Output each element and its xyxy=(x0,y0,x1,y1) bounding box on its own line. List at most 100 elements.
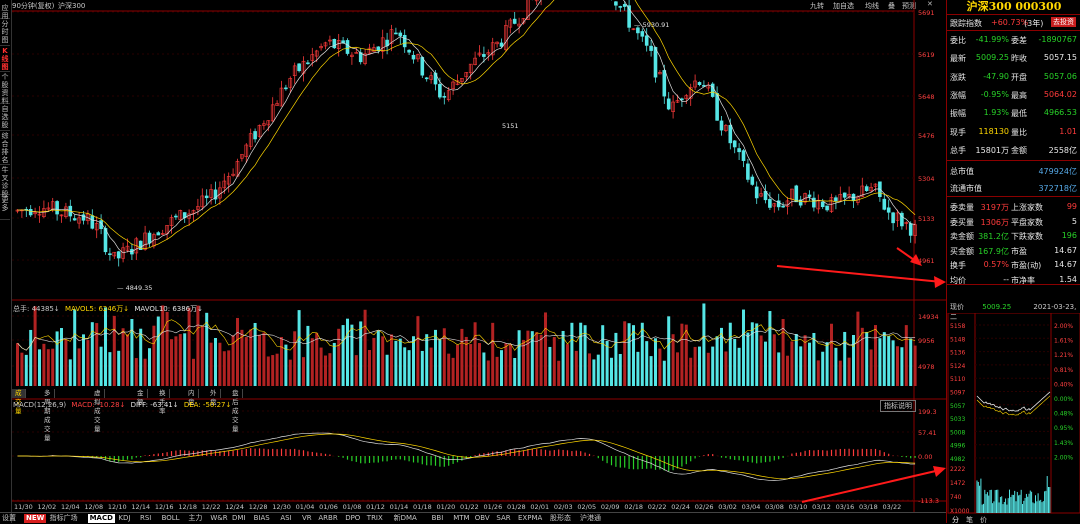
volume-bar xyxy=(108,352,112,386)
mini-tab-2[interactable]: 价 xyxy=(980,516,987,523)
volume-bar xyxy=(627,323,631,386)
indicator-tab-16[interactable]: 新DMA xyxy=(393,514,417,522)
candle-body xyxy=(389,29,394,44)
close-icon[interactable]: ✕ xyxy=(927,0,933,8)
volume-bar xyxy=(161,305,165,386)
vol-axis-label: 14934 xyxy=(918,313,939,321)
candle-body xyxy=(468,63,473,74)
left-tab-1[interactable]: 分时图 xyxy=(0,20,10,46)
mini-intraday-chart[interactable]: 5158 5148 5136 5124 5110 5097 5057 5033 5008 4996… xyxy=(947,313,1080,523)
indicator-tab-1[interactable]: NEW xyxy=(24,514,47,523)
period-label[interactable]: 90分钟(复权) xyxy=(12,2,55,10)
volume-tab-4[interactable]: 换手率 xyxy=(156,389,170,415)
mini-vol-axis-label: 1472 xyxy=(950,480,965,487)
arrow-line-macd xyxy=(801,469,941,503)
quote-row-1: 最新 5009.25 昨收 5057.15 xyxy=(947,50,1080,65)
indicator-tab-15[interactable]: TRIX xyxy=(366,514,383,522)
left-tab-7[interactable]: 更多 xyxy=(0,194,10,220)
indicator-tab-7[interactable]: 主力 xyxy=(188,514,203,522)
indicator-tab-5[interactable]: RSI xyxy=(140,514,152,522)
stat-label: 委卖量 xyxy=(950,203,974,212)
mini-tab-0[interactable]: 分 xyxy=(952,515,959,523)
indicator-tab-11[interactable]: ASI xyxy=(280,514,292,522)
top-button-4[interactable]: 预测 xyxy=(902,2,916,10)
indicator-tab-6[interactable]: BOLL xyxy=(161,514,180,522)
volume-bar xyxy=(838,360,842,386)
top-button-0[interactable]: 九转 xyxy=(810,2,824,10)
left-tab-0[interactable]: 应用 xyxy=(0,4,10,20)
indicator-tab-8[interactable]: W&R xyxy=(210,514,228,522)
indicator-tab-18[interactable]: MTM xyxy=(453,514,470,522)
volume-bar xyxy=(913,345,917,386)
candle-body xyxy=(213,189,218,200)
indicator-tab-21[interactable]: EXPMA xyxy=(518,514,543,522)
volume-bar xyxy=(319,347,323,386)
indicator-tab-4[interactable]: KDJ xyxy=(118,514,131,522)
date-axis-label: 02/24 xyxy=(671,503,690,511)
kline-chart[interactable]: 5691 5619 5648 5476 5304 5133 4961 — 5930.91 — 4… xyxy=(12,0,946,512)
vol-ma5: MAVOL5: 6246万↓ xyxy=(64,305,130,313)
candle-body xyxy=(873,183,878,187)
indicator-tab-19[interactable]: OBV xyxy=(474,514,490,522)
indicator-tab-23[interactable]: 沪港通 xyxy=(580,514,601,522)
quote-panel: 沪深300 000300 跟踪指数 +60.73% (3年) 去投资 委比 -41… xyxy=(946,0,1080,523)
indicator-help-button[interactable]: 指标说明 xyxy=(880,400,916,412)
candle-body xyxy=(900,212,904,227)
candle-body xyxy=(297,63,301,72)
candle-body xyxy=(350,54,354,57)
candle-body xyxy=(169,217,174,227)
volume-bar xyxy=(420,350,424,386)
date-axis-label: 02/03 xyxy=(554,503,573,511)
candle-body xyxy=(292,65,297,77)
quote-value: 15801万 xyxy=(975,145,1009,155)
indicator-tab-3[interactable]: MACD xyxy=(87,514,115,523)
mini-date: 2021-03-23,二 xyxy=(950,303,1077,321)
indicator-tab-0[interactable]: 设置 xyxy=(2,514,16,522)
quote-value: 1.93% xyxy=(983,108,1009,118)
volume-tab-1[interactable]: 多周期成交量 xyxy=(41,389,55,442)
volume-bar xyxy=(29,329,33,386)
top-button-2[interactable]: 均线 xyxy=(865,2,879,10)
volume-tab-6[interactable]: 外盘 xyxy=(207,389,221,406)
candle-body xyxy=(438,84,442,98)
candle-body xyxy=(354,52,359,54)
top-button-3[interactable]: 叠 xyxy=(888,2,895,10)
left-tab-3[interactable]: 个股资料 xyxy=(0,73,10,105)
left-tab-2[interactable]: K线图 xyxy=(0,47,10,72)
volume-bar xyxy=(328,353,332,386)
candle-body xyxy=(416,54,420,60)
volume-tab-2[interactable]: 虚拟成交量 xyxy=(91,389,105,433)
mini-tab-1[interactable]: 笔 xyxy=(966,515,973,523)
volume-tab-3[interactable]: 金额 xyxy=(134,389,148,406)
indicator-tab-14[interactable]: DPO xyxy=(345,514,361,522)
candle-body xyxy=(323,42,328,47)
indicator-tab-9[interactable]: DMI xyxy=(232,514,246,522)
indicator-tab-13[interactable]: ARBR xyxy=(318,514,338,522)
candle-body xyxy=(226,176,231,185)
volume-tab-5[interactable]: 内盘 xyxy=(185,389,199,406)
volume-tab-7[interactable]: 盘后成交量 xyxy=(229,389,243,433)
volume-bar xyxy=(372,337,376,386)
indicator-tab-2[interactable]: 指标广场 xyxy=(49,514,78,522)
indicator-tab-20[interactable]: SAR xyxy=(496,514,511,522)
candle-body xyxy=(807,194,812,197)
candle-body xyxy=(402,34,407,48)
candle-body xyxy=(693,80,697,88)
volume-bar xyxy=(156,316,160,386)
indicator-tab-22[interactable]: 股形态 xyxy=(550,514,571,522)
left-tab-6[interactable]: 牛叉诊股 xyxy=(0,166,10,198)
indicator-tab-12[interactable]: VR xyxy=(302,514,312,522)
volume-bar xyxy=(891,340,895,386)
volume-bar xyxy=(504,343,508,386)
left-tab-5[interactable]: 综合排名 xyxy=(0,132,10,165)
top-button-1[interactable]: 加自选 xyxy=(833,2,854,10)
indicator-tab-10[interactable]: BIAS xyxy=(253,514,270,522)
invest-button[interactable]: 去投资 xyxy=(1051,17,1076,27)
stat-label: 市净率 xyxy=(1011,275,1035,285)
macd-value: MACD: -10.28↓ xyxy=(71,401,126,409)
volume-tab-0[interactable]: 成交量 xyxy=(12,389,26,415)
left-tab-4[interactable]: 自选股 xyxy=(0,105,10,131)
volume-bar xyxy=(557,360,561,386)
indicator-tab-17[interactable]: BBI xyxy=(431,514,444,522)
volume-bar xyxy=(636,351,640,386)
